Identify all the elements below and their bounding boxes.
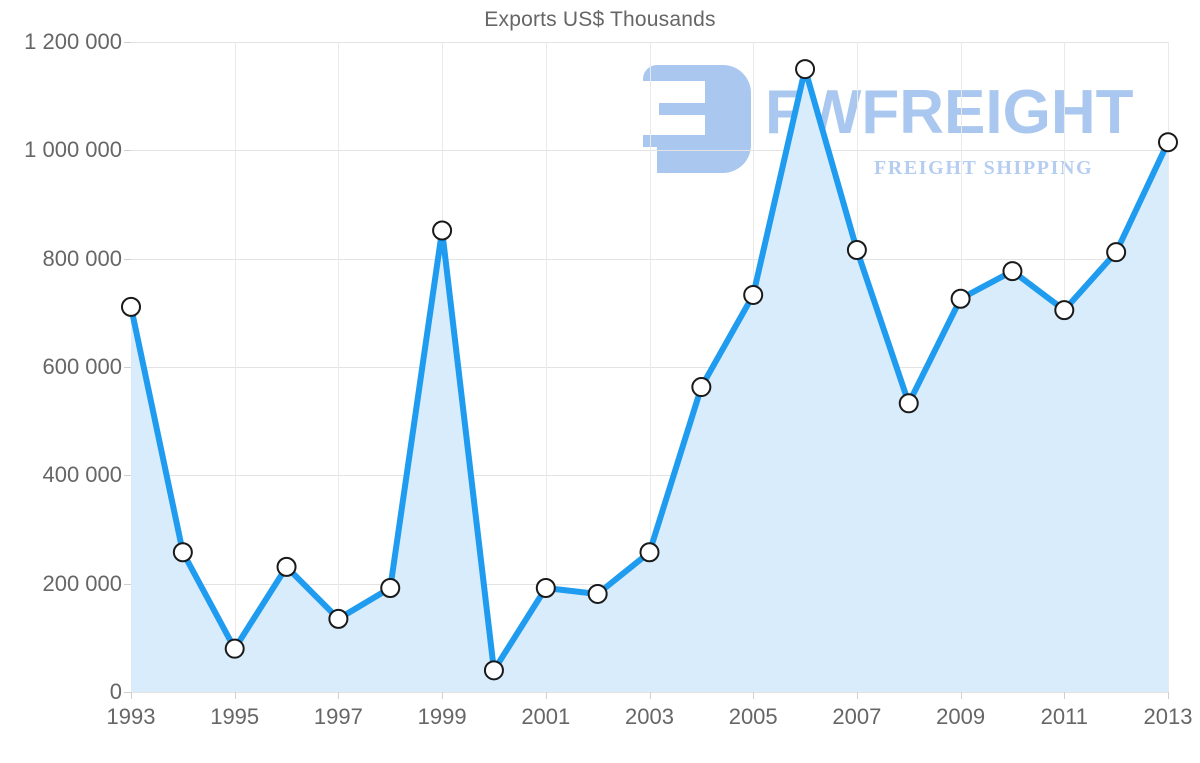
data-point-marker[interactable] [1106,242,1127,263]
y-axis-tick-mark [124,150,131,152]
data-point-marker[interactable] [795,59,816,80]
y-axis-tick-mark [124,42,131,43]
y-axis-tick-mark [124,583,131,585]
data-series-area-line [121,59,1178,692]
data-point-marker[interactable] [432,220,453,241]
data-point-marker[interactable] [276,556,297,577]
data-point-marker[interactable] [328,608,349,629]
x-axis-tick-label: 2003 [625,704,674,729]
gridline-vertical [234,42,236,692]
x-axis-tick-label: 2011 [1040,704,1088,729]
x-axis-tick-label: 2013 [1143,704,1193,729]
gridline-vertical [1168,42,1169,692]
x-axis-tick-mark [234,692,236,699]
x-axis-tick-label: 2005 [728,704,778,729]
chart-title: Exports US$ Thousands [484,8,716,31]
data-point-marker[interactable] [1158,132,1178,153]
y-axis-tick-mark [124,475,131,477]
y-axis-tick-label: 0 [109,679,122,704]
x-axis-tick-mark [753,692,755,699]
x-axis-tick-label: 2009 [936,704,986,729]
data-point-marker[interactable] [587,583,608,604]
gridline-vertical [545,42,547,692]
x-axis-tick-mark [960,692,962,699]
data-point-marker[interactable] [691,377,712,398]
y-axis-tick-mark [124,692,131,693]
gridline-vertical [338,42,340,692]
y-axis-tick-label: 1 000 000 [24,137,122,163]
y-axis-tick-label: 400 000 [42,462,122,488]
data-point-marker[interactable] [639,542,660,563]
x-axis-tick-mark [545,692,547,699]
x-axis-tick-mark [1064,692,1066,699]
y-axis-tick-label: 600 000 [42,354,122,379]
x-axis-tick-mark [131,692,132,699]
x-axis-tick-label: 2007 [832,704,882,729]
x-axis-tick-mark [856,692,858,699]
x-axis-tick-label: 1997 [313,704,363,729]
x-axis-tick-mark [1168,692,1169,699]
data-point-marker[interactable] [1054,300,1075,321]
x-axis-tick-label: 1993 [106,704,156,729]
y-axis-tick-label: 1 200 000 [24,29,122,54]
data-point-marker[interactable] [1002,261,1023,282]
data-point-marker[interactable] [950,288,971,309]
data-point-marker[interactable] [898,393,919,414]
x-axis-tick-mark [338,692,340,699]
y-axis: 0 200 000 400 000 600 000 800 000 1 000 000 1 … [0,0,122,763]
x-axis-tick-label: 1999 [417,704,467,729]
y-axis-tick-mark [124,367,131,368]
y-axis-tick-label: 200 000 [42,570,122,596]
data-point-marker[interactable] [846,240,867,260]
y-axis-tick-label: 800 000 [42,245,122,271]
gridline-vertical [649,42,651,692]
x-axis-tick-label: 1995 [210,704,260,729]
x-axis-tick-mark [442,692,444,699]
y-axis-tick-mark [124,258,131,260]
data-point-marker[interactable] [535,578,556,598]
x-axis-tick-label: 2001 [521,704,571,729]
series-area-fill [131,69,1168,692]
data-point-marker[interactable] [121,296,141,317]
x-axis-tick-mark [649,692,651,699]
plot-area [121,42,1178,693]
data-point-marker[interactable] [224,638,245,659]
data-point-marker[interactable] [172,542,193,563]
data-point-marker[interactable] [483,660,504,681]
data-point-marker[interactable] [743,284,764,305]
data-point-marker[interactable] [380,578,401,598]
